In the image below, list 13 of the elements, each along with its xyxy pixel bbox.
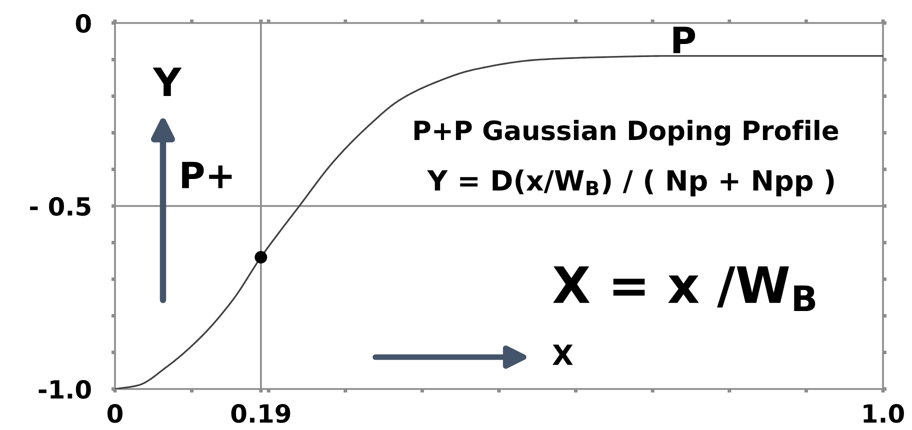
y-tick-label: 0	[76, 14, 91, 33]
x-tick-label: 0	[108, 404, 122, 423]
y-tick-label: -1.0	[38, 380, 91, 399]
annotation: X = x /W$_{B}$	[553, 266, 816, 312]
annotation: P+	[182, 162, 232, 188]
annotation: Y	[152, 68, 182, 96]
x-tick-label: 1.0	[864, 404, 904, 423]
y-tick-label: - 0.5	[30, 196, 90, 216]
annotation: P+P Gaussian Doping Profile	[414, 120, 838, 146]
annotation: X	[552, 344, 573, 365]
annotation: P	[673, 26, 696, 54]
x-tick-label: 0.19	[231, 404, 290, 423]
annotation: Y = D(x/W$_{B}$) / ( Np + Npp )	[427, 169, 834, 196]
